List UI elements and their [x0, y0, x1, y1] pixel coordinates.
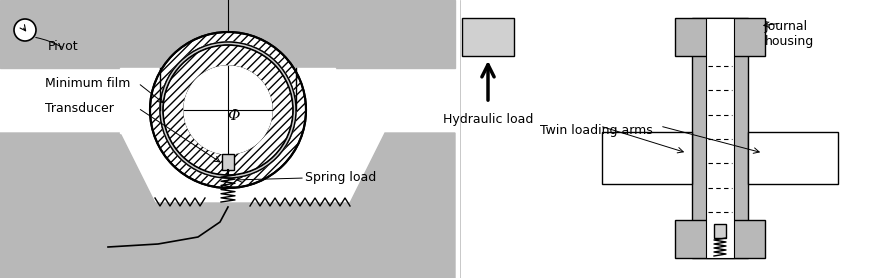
- Text: Twin loading arms: Twin loading arms: [540, 123, 652, 136]
- Text: Journal
housing: Journal housing: [765, 20, 814, 48]
- Bar: [120, 68, 335, 133]
- Text: Pivot: Pivot: [48, 39, 78, 53]
- Circle shape: [184, 66, 272, 154]
- Bar: [0, 0, 455, 68]
- Bar: [714, 224, 726, 238]
- Circle shape: [163, 45, 293, 175]
- Circle shape: [150, 32, 306, 188]
- Wedge shape: [163, 45, 293, 175]
- Bar: [706, 18, 734, 258]
- Text: Spring load: Spring load: [305, 172, 376, 185]
- Bar: [222, 154, 234, 170]
- Bar: [675, 220, 765, 258]
- Text: Φ: Φ: [228, 109, 240, 123]
- Text: Minimum film: Minimum film: [45, 76, 130, 90]
- Wedge shape: [160, 42, 296, 178]
- Circle shape: [160, 42, 296, 178]
- Bar: [692, 18, 748, 258]
- Bar: [462, 18, 514, 56]
- Bar: [748, 132, 838, 184]
- Polygon shape: [0, 133, 455, 278]
- Text: Transducer: Transducer: [45, 101, 114, 115]
- Text: Hydraulic load: Hydraulic load: [443, 113, 533, 126]
- Circle shape: [14, 19, 36, 41]
- Wedge shape: [150, 32, 306, 188]
- Bar: [602, 132, 692, 184]
- Bar: [675, 18, 765, 56]
